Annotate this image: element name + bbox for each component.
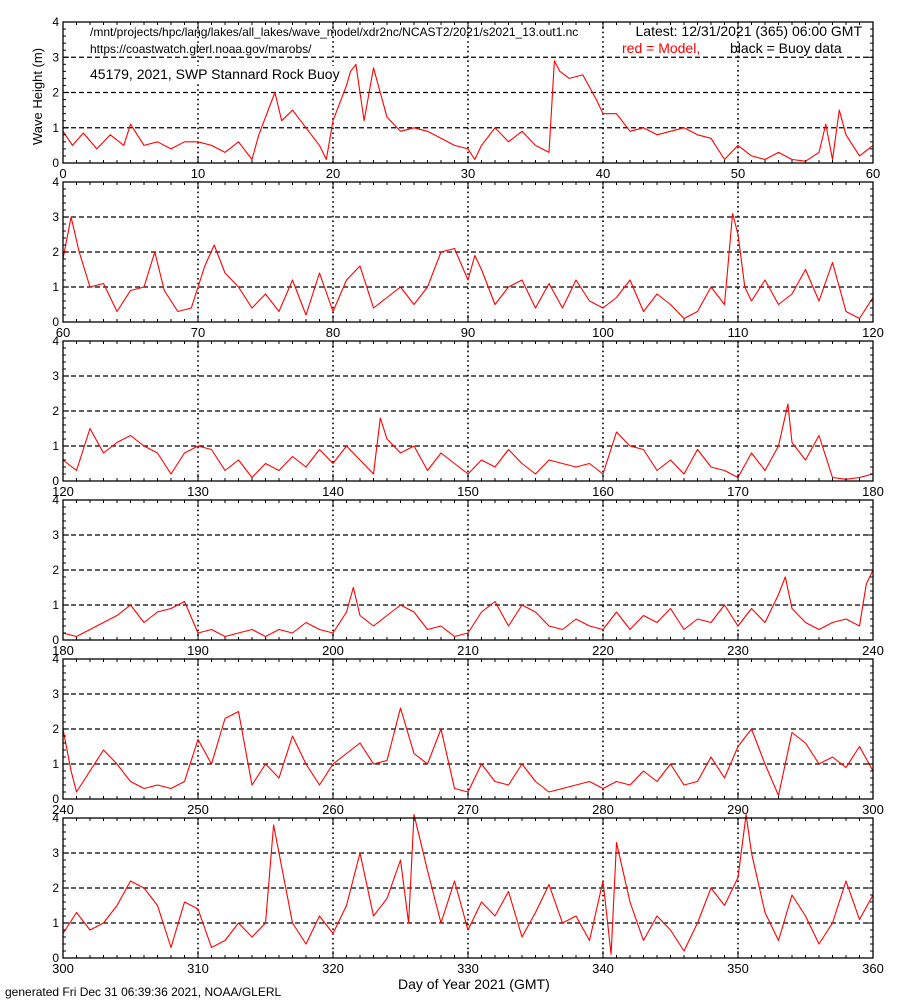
x-tick-label: 50 (731, 166, 745, 181)
y-tick-label: 4 (52, 15, 59, 29)
y-tick-label: 0 (52, 156, 59, 170)
x-tick-label: 70 (191, 325, 205, 340)
x-tick-label: 340 (592, 961, 614, 976)
y-tick-label: 2 (52, 881, 59, 895)
y-tick-label: 2 (52, 245, 59, 259)
panel-2: 0 1 2 3 4 60 70 80 90 100 110 120 (52, 175, 884, 340)
x-tick-label: 150 (457, 484, 479, 499)
model-legend: red = Model, (622, 40, 701, 56)
x-tick-label: 200 (322, 643, 344, 658)
x-tick-label: 140 (322, 484, 344, 499)
y-tick-label: 3 (52, 528, 59, 542)
panel-4: 0 1 2 3 4 180 190 200 210 220 230 240 (52, 493, 884, 658)
x-tick-label: 360 (862, 961, 884, 976)
y-tick-label: 2 (52, 563, 59, 577)
x-tick-label: 330 (457, 961, 479, 976)
x-tick-label: 210 (457, 643, 479, 658)
x-tick-label: 300 (862, 802, 884, 817)
x-tick-label: 220 (592, 643, 614, 658)
x-tick-label: 300 (52, 961, 74, 976)
y-tick-label: 1 (52, 916, 59, 930)
y-axis-title: Wave Height (m) (30, 47, 45, 145)
x-tick-label: 120 (862, 325, 884, 340)
y-tick-label: 3 (52, 50, 59, 64)
y-tick-label: 3 (52, 369, 59, 383)
x-tick-label: 180 (862, 484, 884, 499)
x-tick-label: 310 (187, 961, 209, 976)
y-tick-label: 3 (52, 846, 59, 860)
panel-5: 0 1 2 3 4 240 250 260 270 280 290 300 (52, 652, 884, 817)
x-tick-label: 40 (596, 166, 610, 181)
generated-footer: generated Fri Dec 31 06:39:36 2021, NOAA… (5, 985, 282, 999)
x-tick-label: 80 (326, 325, 340, 340)
file-path-text: /mnt/projects/hpc/lang/lakes/all_lakes/w… (90, 25, 579, 39)
x-tick-label: 20 (326, 166, 340, 181)
y-tick-label: 4 (52, 652, 59, 666)
y-tick-label: 3 (52, 687, 59, 701)
model-series-line (62, 707, 874, 797)
x-tick-label: 230 (727, 643, 749, 658)
site-url-text: https://coastwatch.glerl.noaa.gov/marobs… (90, 42, 312, 56)
x-tick-label: 10 (191, 166, 205, 181)
y-tick-label: 1 (52, 757, 59, 771)
y-tick-label: 0 (52, 315, 59, 329)
x-tick-label: 260 (322, 802, 344, 817)
x-tick-label: 270 (457, 802, 479, 817)
x-tick-label: 350 (727, 961, 749, 976)
model-series-line (62, 569, 874, 638)
y-tick-label: 1 (52, 280, 59, 294)
y-tick-label: 1 (52, 598, 59, 612)
panel-3: 0 1 2 3 4 120 130 140 150 160 170 180 (52, 334, 884, 499)
x-tick-label: 290 (727, 802, 749, 817)
y-tick-label: 1 (52, 439, 59, 453)
y-tick-label: 2 (52, 722, 59, 736)
model-series-line (62, 813, 874, 956)
y-tick-label: 0 (52, 792, 59, 806)
x-tick-label: 30 (461, 166, 475, 181)
panel-6: 0 1 2 3 4 300 310 320 330 340 350 360 (52, 811, 884, 976)
x-tick-label: 240 (862, 643, 884, 658)
y-tick-label: 1 (52, 121, 59, 135)
x-tick-label: 160 (592, 484, 614, 499)
x-tick-label: 90 (461, 325, 475, 340)
y-tick-label: 0 (52, 633, 59, 647)
y-tick-label: 3 (52, 210, 59, 224)
x-tick-label: 250 (187, 802, 209, 817)
model-series-line (62, 212, 874, 320)
x-tick-label: 320 (322, 961, 344, 976)
x-tick-label: 190 (187, 643, 209, 658)
x-tick-label: 60 (866, 166, 880, 181)
station-title: 45179, 2021, SWP Stannard Rock Buoy (88, 66, 342, 82)
y-tick-label: 4 (52, 334, 59, 348)
x-tick-label: 180 (52, 643, 74, 658)
x-tick-label: 280 (592, 802, 614, 817)
buoy-legend: black = Buoy data (730, 40, 842, 56)
x-tick-label: 120 (52, 484, 74, 499)
y-tick-label: 0 (52, 951, 59, 965)
x-tick-label: 110 (728, 325, 749, 340)
x-tick-label: 100 (592, 325, 614, 340)
model-series-line (62, 60, 874, 162)
x-tick-label: 240 (52, 802, 74, 817)
y-tick-label: 2 (52, 404, 59, 418)
x-tick-label: 170 (727, 484, 749, 499)
latest-timestamp: Latest: 12/31/2021 (365) 06:00 GMT (635, 23, 862, 39)
x-axis-title: Day of Year 2021 (GMT) (398, 976, 550, 992)
y-tick-label: 4 (52, 175, 59, 189)
x-tick-label: 130 (187, 484, 209, 499)
y-tick-label: 2 (52, 86, 59, 100)
y-tick-label: 4 (52, 493, 59, 507)
model-series-line (62, 403, 874, 480)
y-tick-label: 0 (52, 474, 59, 488)
y-tick-label: 4 (52, 811, 59, 825)
x-tick-label: 60 (56, 325, 70, 340)
x-tick-label: 0 (59, 166, 66, 181)
